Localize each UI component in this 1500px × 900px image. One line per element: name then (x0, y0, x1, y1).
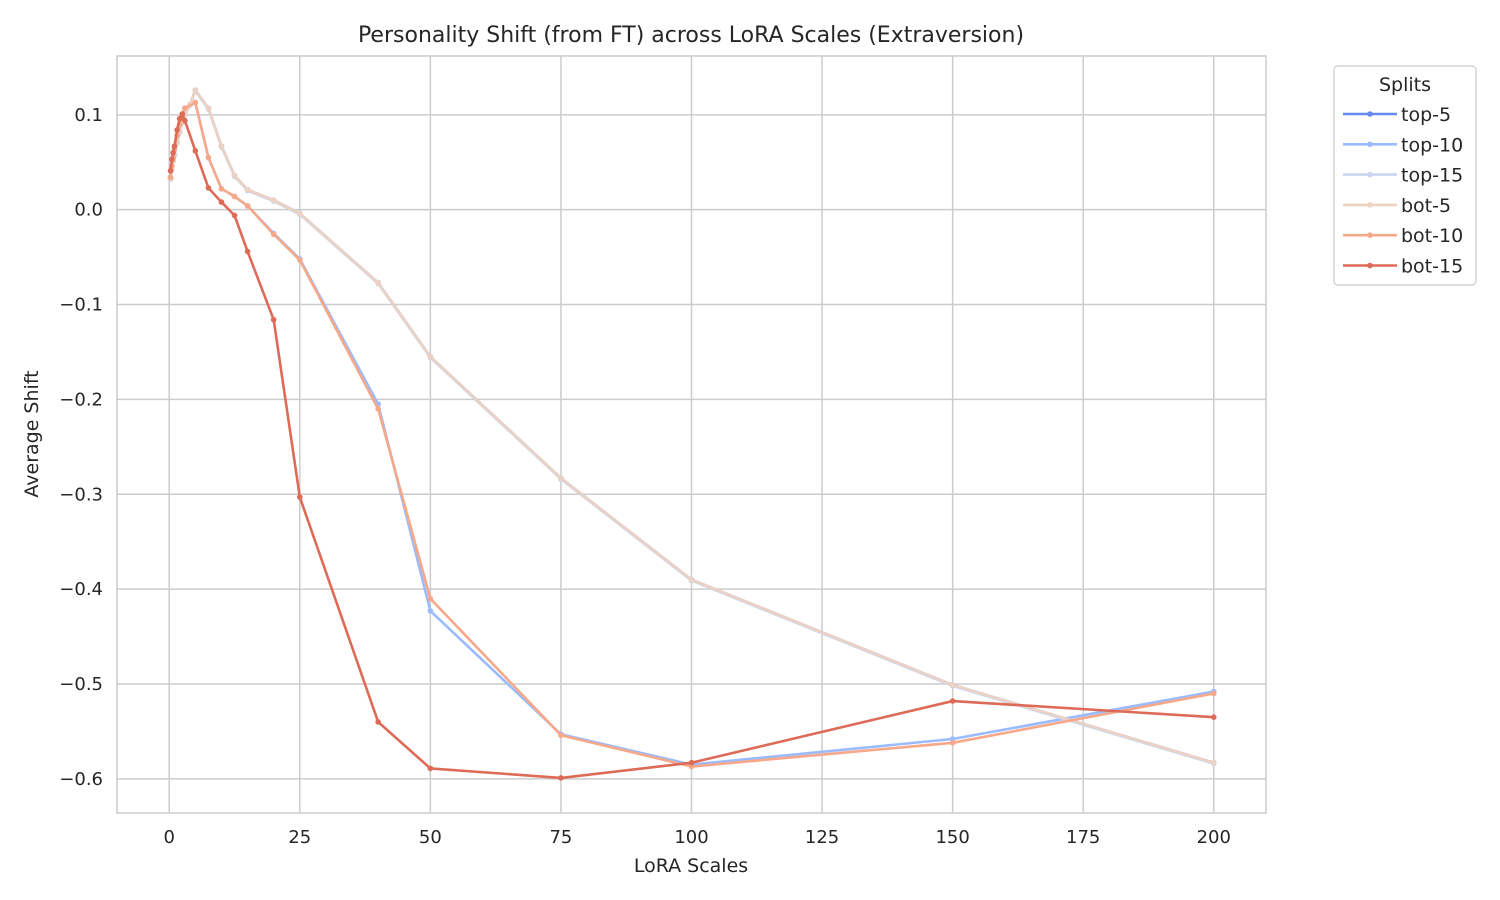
data-point-bot-15 (949, 698, 956, 704)
legend-swatch-marker (1367, 171, 1373, 178)
x-tick-label: 0 (164, 827, 175, 848)
y-tick-label: −0.2 (59, 389, 103, 410)
legend-swatch-marker (1367, 232, 1373, 238)
data-point-bot-5 (297, 210, 303, 217)
x-tick-label: 175 (1066, 827, 1100, 848)
data-point-bot-5 (1210, 759, 1217, 766)
legend-swatch-marker (1367, 202, 1373, 208)
data-point-bot-15 (171, 143, 178, 149)
data-point-bot-15 (205, 185, 212, 191)
data-point-bot-5 (205, 105, 212, 111)
grid (117, 56, 1266, 813)
data-point-bot-10 (1210, 690, 1217, 697)
data-point-top-10 (427, 608, 434, 614)
data-point-bot-10 (205, 154, 212, 161)
data-point-bot-15 (218, 199, 225, 205)
data-point-bot-10 (231, 193, 238, 200)
data-point-bot-10 (270, 231, 277, 238)
legend-label: top-10 (1401, 134, 1463, 156)
data-point-bot-10 (297, 257, 303, 263)
data-point-bot-15 (270, 316, 277, 323)
legend-label: top-15 (1401, 165, 1463, 187)
legend-entry-top-5: top-5 (1343, 104, 1451, 126)
x-tick-label: 150 (935, 827, 969, 848)
legend-swatch-marker (1367, 111, 1373, 117)
legend-entry-bot-15: bot-15 (1343, 256, 1463, 278)
data-point-bot-10 (192, 99, 199, 106)
data-point-bot-5 (218, 143, 225, 149)
data-point-bot-10 (182, 105, 188, 111)
data-point-bot-10 (244, 203, 251, 209)
legend-label: bot-5 (1401, 195, 1451, 217)
y-tick-label: −0.1 (59, 295, 103, 316)
data-point-bot-10 (218, 186, 225, 192)
legend-entries: top-5 top-10 top-15 bot-5 bot-10 bot-15 (1343, 104, 1463, 278)
data-point-bot-15 (375, 719, 381, 725)
series-layer (167, 87, 1217, 781)
data-point-bot-15 (167, 167, 174, 174)
data-point-bot-15 (244, 248, 251, 255)
y-tick-label: −0.6 (59, 769, 103, 790)
legend-swatch-marker (1367, 141, 1373, 148)
data-point-bot-15 (558, 775, 564, 781)
data-point-bot-5 (688, 576, 695, 583)
data-point-bot-15 (427, 765, 434, 772)
y-axis-title: Average Shift (21, 370, 43, 497)
data-point-bot-15 (231, 212, 238, 219)
series-bot-15 (167, 111, 1217, 781)
data-point-bot-5 (192, 87, 199, 93)
x-tick-label: 100 (674, 827, 708, 848)
data-point-bot-5 (244, 186, 251, 193)
legend-entry-top-15: top-15 (1343, 165, 1463, 187)
legend-box (1333, 65, 1477, 286)
data-point-bot-5 (270, 197, 277, 203)
x-tick-label: 75 (549, 827, 572, 848)
data-point-bot-15 (182, 117, 188, 124)
legend-label: bot-15 (1401, 256, 1463, 278)
x-tick-labels: 0 25 50 75 100 125 150 175 200 (164, 827, 1231, 848)
legend-entry-bot-10: bot-10 (1343, 225, 1463, 247)
chart-title: Personality Shift (from FT) across LoRA … (358, 23, 1024, 48)
data-point-bot-15 (688, 759, 695, 766)
data-point-bot-10 (167, 174, 174, 181)
data-point-bot-10 (949, 740, 956, 746)
data-point-bot-10 (375, 406, 381, 412)
data-point-bot-10 (558, 732, 564, 739)
legend-label: bot-10 (1401, 225, 1463, 247)
x-tick-label: 25 (288, 827, 311, 848)
data-point-bot-15 (176, 115, 183, 122)
data-point-bot-15 (174, 127, 180, 133)
data-point-bot-15 (170, 149, 176, 156)
plot-frame (116, 55, 1267, 814)
x-tick-label: 50 (419, 827, 442, 848)
legend-entry-top-10: top-10 (1343, 134, 1463, 156)
legend-swatch-marker (1367, 262, 1373, 269)
y-tick-label: 0.1 (74, 105, 103, 126)
legend-label: top-5 (1401, 104, 1451, 126)
x-axis-title: LoRA Scales (634, 855, 748, 877)
data-point-bot-5 (427, 353, 434, 360)
data-point-bot-5 (949, 682, 956, 688)
x-tick-label: 200 (1197, 827, 1231, 848)
legend: Splits top-5 top-10 top-15 bot-5 bot-10 bot-1… (1333, 65, 1477, 286)
legend-title: Splits (1379, 74, 1431, 96)
data-point-bot-5 (375, 279, 381, 286)
data-point-bot-15 (179, 111, 186, 117)
data-point-bot-5 (558, 475, 564, 481)
x-tick-label: 125 (805, 827, 839, 848)
data-point-bot-5 (231, 172, 238, 179)
y-tick-label: −0.5 (59, 674, 103, 695)
y-tick-label: −0.4 (59, 579, 103, 600)
data-point-bot-15 (297, 494, 303, 500)
legend-entry-bot-5: bot-5 (1343, 195, 1451, 217)
y-tick-label: 0.0 (74, 200, 103, 221)
data-point-bot-15 (169, 156, 175, 163)
data-point-bot-15 (1210, 714, 1217, 720)
y-tick-label: −0.3 (59, 484, 103, 505)
data-point-bot-10 (427, 595, 434, 602)
data-point-bot-15 (192, 148, 199, 154)
y-tick-labels: 0.1 0.0 −0.1 −0.2 −0.3 −0.4 −0.5 −0.6 (59, 105, 103, 790)
